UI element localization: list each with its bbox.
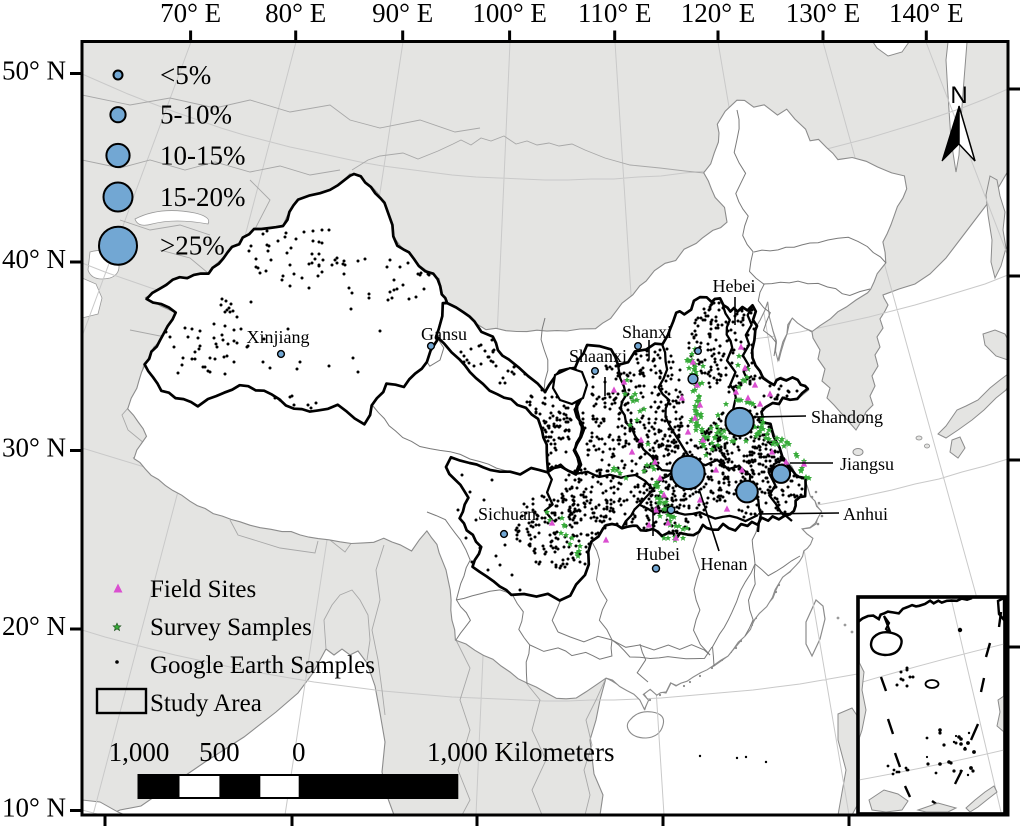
svg-text:1,000: 1,000 [109,737,170,767]
svg-text:Shaanxi: Shaanxi [569,346,627,366]
svg-text:500: 500 [199,737,240,767]
svg-text:5-10%: 5-10% [160,100,232,130]
svg-text:15-20%: 15-20% [160,182,245,212]
svg-text:Google Earth Samples: Google Earth Samples [150,652,375,679]
svg-text:100° E: 100° E [472,0,547,28]
svg-text:Hebei: Hebei [713,276,756,296]
svg-text:50° N: 50° N [2,56,66,86]
svg-text:Jiangsu: Jiangsu [840,454,894,474]
svg-text:Anhui: Anhui [843,504,888,524]
svg-text:110° E: 110° E [578,0,652,28]
svg-text:20° N: 20° N [2,611,66,641]
svg-text:130° E: 130° E [786,0,861,28]
svg-text:Sichuan: Sichuan [478,504,536,524]
svg-text:1,000 Kilometers: 1,000 Kilometers [427,737,614,767]
svg-text:90° E: 90° E [372,0,433,28]
svg-text:10° N: 10° N [2,793,66,823]
svg-text:40° N: 40° N [2,244,66,274]
svg-text:Shandong: Shandong [811,407,883,427]
svg-text:10-15%: 10-15% [160,141,245,171]
svg-text:>25%: >25% [160,231,225,261]
svg-text:120° E: 120° E [681,0,756,28]
svg-text:Field Sites: Field Sites [150,576,256,603]
svg-text:70° E: 70° E [160,0,221,28]
svg-text:0: 0 [292,737,306,767]
svg-text:Study Area: Study Area [150,690,262,717]
svg-text:Shanxi: Shanxi [622,322,672,342]
svg-text:Survey Samples: Survey Samples [150,614,312,641]
svg-text:Hubei: Hubei [636,544,680,564]
svg-text:N: N [950,82,967,109]
svg-text:Gansu: Gansu [421,324,467,344]
svg-text:Xinjiang: Xinjiang [247,327,310,347]
svg-text:30° N: 30° N [2,433,66,463]
svg-text:<5%: <5% [160,60,211,90]
svg-text:140° E: 140° E [889,0,964,28]
svg-text:80° E: 80° E [265,0,326,28]
svg-text:Henan: Henan [701,554,748,574]
